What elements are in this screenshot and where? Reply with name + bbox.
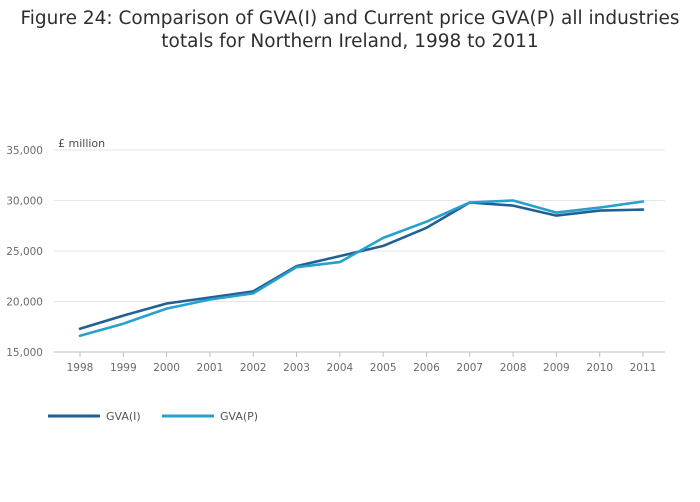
x-tick-label: 2004 xyxy=(326,362,353,374)
x-tick-label: 2009 xyxy=(543,362,570,374)
gridlines xyxy=(54,149,665,302)
y-tick-label: 35,000 xyxy=(6,145,43,157)
x-tick-label: 2010 xyxy=(586,362,613,374)
x-tick-label: 2008 xyxy=(500,362,527,374)
y-tick-label: 15,000 xyxy=(6,347,43,359)
chart-title: Figure 24: Comparison of GVA(I) and Curr… xyxy=(0,7,700,53)
x-tick-label: 2005 xyxy=(370,362,397,374)
x-tick-label: 2001 xyxy=(197,362,224,374)
legend: GVA(I) GVA(P) xyxy=(48,410,258,423)
x-tick-label: 1998 xyxy=(67,362,94,374)
legend-label: GVA(I) xyxy=(106,410,141,423)
y-axis-unit-label: £ million xyxy=(58,137,105,150)
x-tick-label: 2006 xyxy=(413,362,440,374)
y-tick-label: 20,000 xyxy=(6,297,43,309)
y-tick-label: 25,000 xyxy=(6,246,43,258)
x-tick-label: 2000 xyxy=(153,362,180,374)
x-tick-label: 2011 xyxy=(630,362,657,374)
x-tick-label: 2007 xyxy=(456,362,483,374)
legend-label: GVA(P) xyxy=(220,410,258,423)
y-axis-ticks: 15,000 20,000 25,000 30,000 35,000 xyxy=(6,145,43,359)
x-tick-label: 2002 xyxy=(240,362,267,374)
x-tick-label: 2003 xyxy=(283,362,310,374)
chart-title-line-1: Figure 24: Comparison of GVA(I) and Curr… xyxy=(20,8,680,29)
y-tick-label: 30,000 xyxy=(6,196,43,208)
series-line-gva-p xyxy=(78,199,645,338)
chart-title-line-2: totals for Northern Ireland, 1998 to 201… xyxy=(161,31,539,52)
series-lines xyxy=(78,199,645,338)
x-axis: 1998 1999 2000 2001 2002 2003 2004 2005 2006 2007… xyxy=(54,351,665,374)
x-tick-label: 1999 xyxy=(110,362,137,374)
